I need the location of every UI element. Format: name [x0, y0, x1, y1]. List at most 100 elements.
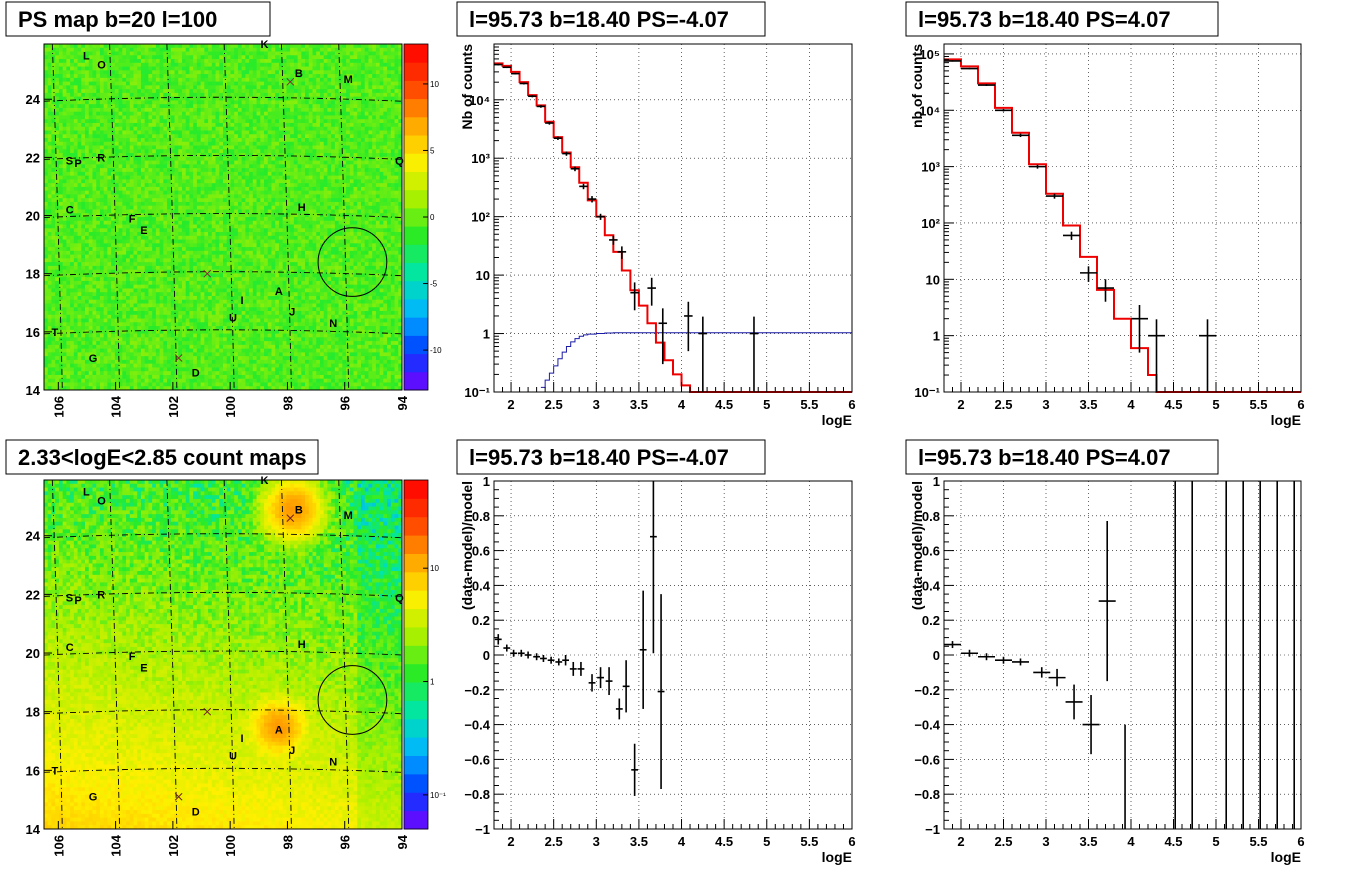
heatmap-cell — [55, 149, 60, 154]
heatmap-cell — [159, 89, 164, 94]
heatmap-cell — [219, 85, 224, 90]
heatmap-cell — [357, 119, 362, 124]
heatmap-cell — [167, 119, 172, 124]
heatmap-cell — [338, 66, 343, 71]
heatmap-cell — [319, 168, 325, 173]
heatmap-cell — [62, 186, 67, 192]
heatmap-cell — [163, 149, 168, 154]
heatmap-cell — [286, 228, 291, 233]
heatmap-cell — [66, 130, 71, 135]
heatmap-cell — [118, 111, 123, 116]
heatmap-cell — [383, 198, 388, 203]
heatmap-cell — [353, 59, 358, 64]
heatmap-cell — [230, 89, 235, 94]
heatmap-cell — [144, 224, 149, 229]
heatmap-cell — [137, 141, 142, 146]
heatmap-cell — [353, 153, 358, 158]
heatmap-cell — [96, 104, 101, 109]
heatmap-cell — [319, 62, 325, 67]
heatmap-cell — [278, 100, 284, 105]
heatmap-cell — [271, 153, 276, 158]
heatmap-cell — [271, 138, 276, 143]
heatmap-cell — [316, 104, 321, 109]
heatmap-cell — [88, 81, 93, 86]
heatmap-cell — [241, 74, 246, 79]
heatmap-cell — [88, 89, 93, 94]
heatmap-cell — [193, 213, 198, 218]
heatmap-cell — [159, 66, 164, 71]
heatmap-cell — [99, 55, 105, 60]
heatmap-cell — [293, 228, 298, 233]
heatmap-cell — [55, 119, 60, 124]
heatmap-cell — [85, 59, 90, 64]
heatmap-cell — [51, 217, 56, 222]
heatmap-cell — [308, 186, 313, 192]
heatmap-cell — [215, 85, 220, 90]
heatmap-cell — [360, 168, 366, 173]
heatmap-cell — [260, 224, 265, 229]
heatmap-cell — [111, 228, 116, 233]
heatmap-cell — [58, 111, 64, 116]
heatmap-cell — [107, 171, 112, 177]
heatmap-cell — [305, 179, 310, 184]
heatmap-cell — [159, 59, 164, 64]
heatmap-cell — [331, 85, 336, 90]
heatmap-cell — [297, 179, 302, 184]
heatmap-cell — [323, 235, 328, 240]
heatmap-cell — [85, 156, 90, 161]
heatmap-cell — [155, 92, 161, 98]
heatmap-cell — [372, 100, 377, 105]
heatmap-cell — [230, 122, 235, 128]
heatmap-cell — [204, 228, 209, 233]
heatmap-cell — [264, 171, 269, 177]
heatmap-cell — [390, 107, 395, 113]
heatmap-cell — [379, 92, 384, 98]
heatmap-cell — [360, 149, 366, 154]
heatmap-cell — [260, 198, 265, 203]
heatmap-cell — [293, 179, 298, 184]
heatmap-cell — [293, 205, 298, 210]
heatmap-cell — [275, 59, 280, 64]
heatmap-cell — [290, 164, 295, 169]
heatmap-cell — [163, 232, 168, 237]
heatmap-cell — [301, 153, 306, 158]
heatmap-cell — [308, 89, 313, 94]
heatmap-cell — [372, 70, 377, 75]
heatmap-cell — [155, 77, 161, 83]
heatmap-cell — [185, 224, 190, 229]
heatmap-cell — [163, 217, 168, 222]
heatmap-cell — [81, 81, 86, 86]
heatmap-cell — [144, 205, 149, 210]
heatmap-cell — [368, 66, 373, 71]
heatmap-cell — [193, 190, 198, 195]
heatmap-cell — [77, 44, 82, 49]
heatmap-cell — [155, 149, 161, 154]
heatmap-cell — [357, 115, 362, 120]
heatmap-cell — [44, 205, 49, 210]
heatmap-cell — [271, 164, 276, 169]
heatmap-cell — [226, 213, 231, 218]
heatmap-cell — [349, 130, 354, 135]
heatmap-cell — [379, 217, 384, 222]
heatmap-cell — [185, 149, 190, 154]
heatmap-cell — [99, 62, 105, 67]
heatmap-cell — [278, 138, 284, 143]
heatmap-cell — [278, 153, 284, 158]
heatmap-cell — [181, 179, 187, 184]
heatmap-cell — [223, 171, 228, 177]
heatmap-cell — [349, 62, 354, 67]
heatmap-cell — [163, 213, 168, 218]
heatmap-cell — [241, 107, 246, 113]
heatmap-cell — [316, 220, 321, 225]
heatmap-cell — [58, 220, 64, 225]
heatmap-cell — [249, 213, 254, 218]
heatmap-cell — [264, 217, 269, 222]
heatmap-cell — [126, 107, 131, 113]
heatmap-cell — [96, 70, 101, 75]
heatmap-cell — [126, 122, 131, 128]
heatmap-cell — [290, 96, 295, 101]
heatmap-cell — [223, 104, 228, 109]
heatmap-cell — [293, 130, 298, 135]
heatmap-cell — [301, 62, 306, 67]
heatmap-cell — [312, 62, 317, 67]
